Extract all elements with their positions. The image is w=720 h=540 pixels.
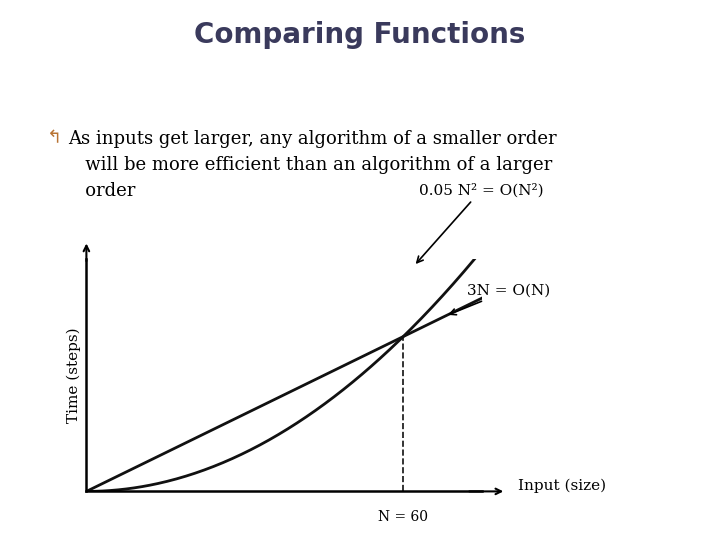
Text: 0.05 N² = O(N²): 0.05 N² = O(N²) bbox=[417, 183, 544, 262]
Text: N = 60: N = 60 bbox=[378, 510, 428, 524]
Text: ↰: ↰ bbox=[47, 130, 62, 147]
Y-axis label: Time (steps): Time (steps) bbox=[66, 327, 81, 423]
Text: Comparing Functions: Comparing Functions bbox=[194, 21, 526, 49]
Text: As inputs get larger, any algorithm of a smaller order
   will be more efficient: As inputs get larger, any algorithm of a… bbox=[68, 130, 557, 200]
Text: Input (size): Input (size) bbox=[518, 479, 606, 493]
Text: 3N = O(N): 3N = O(N) bbox=[450, 284, 550, 315]
